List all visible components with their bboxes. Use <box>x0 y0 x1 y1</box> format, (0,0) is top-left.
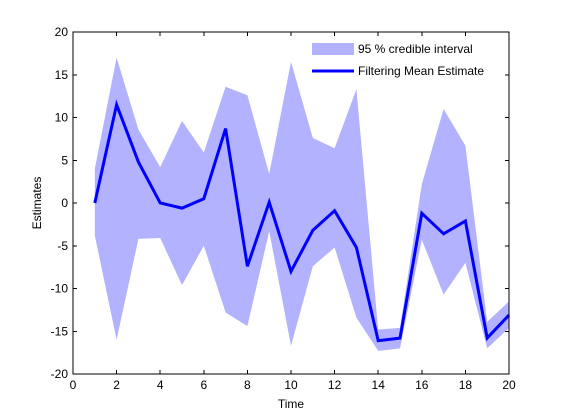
x-axis-label: Time <box>278 397 305 411</box>
x-tick-label: 16 <box>415 378 429 392</box>
legend-label-credible-interval: 95 % credible interval <box>358 42 473 56</box>
y-tick-label: 5 <box>61 153 68 167</box>
y-tick-label: -10 <box>51 282 69 296</box>
legend-label-mean-estimate: Filtering Mean Estimate <box>358 64 484 78</box>
x-tick-label: 2 <box>113 378 120 392</box>
y-tick-label: -5 <box>57 239 68 253</box>
y-tick-label: 15 <box>55 68 69 82</box>
mean-estimate-line-layer <box>93 99 511 343</box>
credible-interval-band <box>94 57 510 351</box>
x-tick-label: 20 <box>502 378 516 392</box>
x-tick-label: 18 <box>459 378 473 392</box>
y-tick-label: -20 <box>51 367 69 381</box>
legend: 95 % credible interval Filtering Mean Es… <box>312 42 484 78</box>
x-tick-label: 8 <box>244 378 251 392</box>
y-axis-label: Estimates <box>30 177 44 230</box>
y-tick-label: 10 <box>55 111 69 125</box>
y-tick-label: 0 <box>61 196 68 210</box>
axes <box>72 31 510 375</box>
x-tick-label: 10 <box>284 378 298 392</box>
x-tick-label: 6 <box>200 378 207 392</box>
tick-labels: 0 2 4 6 8 10 12 14 16 18 20 -20 -15 -10 -5 0 5 10 15 20 <box>51 25 516 392</box>
credible-interval-band-layer <box>94 57 510 351</box>
legend-swatch-credible-interval <box>312 43 354 55</box>
x-tick-label: 14 <box>372 378 386 392</box>
x-tick-label: 4 <box>157 378 164 392</box>
x-tick-label: 12 <box>328 378 342 392</box>
mean-estimate-line <box>93 99 511 343</box>
y-tick-label: -15 <box>51 324 69 338</box>
x-tick-label: 0 <box>70 378 77 392</box>
y-tick-label: 20 <box>55 25 69 39</box>
